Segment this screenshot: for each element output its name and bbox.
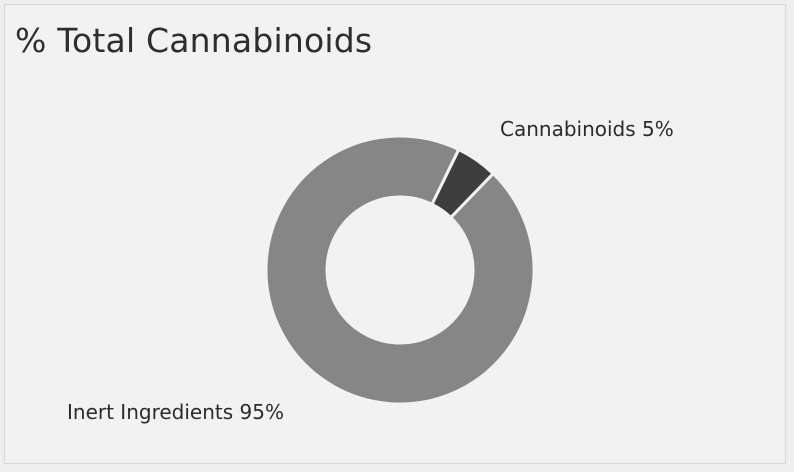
chart-title: % Total Cannabinoids: [15, 21, 373, 60]
slice-cannabinoids: [429, 147, 496, 220]
label-inert-ingredients: Inert Ingredients 95%: [67, 400, 284, 424]
donut-slices: [264, 134, 536, 406]
donut-chart: Inert Ingredients 95% Cannabinoids 5%: [67, 117, 674, 424]
chart-card: % Total Cannabinoids Inert Ingredients 9…: [4, 4, 786, 464]
label-cannabinoids: Cannabinoids 5%: [500, 117, 674, 141]
slice-labels: Inert Ingredients 95% Cannabinoids 5%: [67, 117, 674, 424]
slice-inert-ingredients: [264, 134, 536, 406]
